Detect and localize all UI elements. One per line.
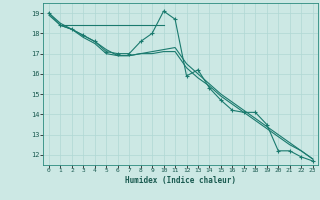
X-axis label: Humidex (Indice chaleur): Humidex (Indice chaleur) — [125, 176, 236, 185]
